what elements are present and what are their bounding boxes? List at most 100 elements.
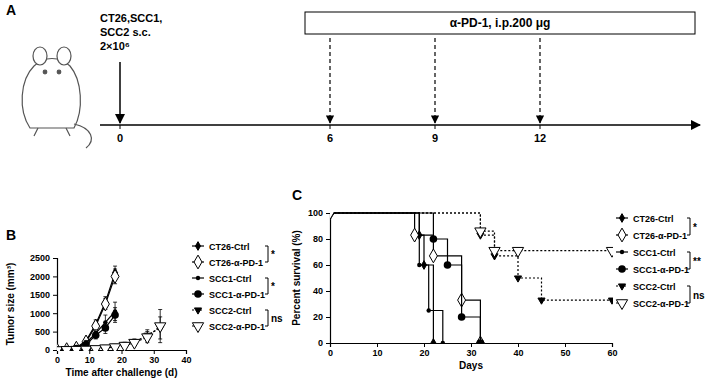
- tick-label: 20: [313, 312, 323, 322]
- mouse-icon: [22, 47, 91, 148]
- tick-label: 0: [55, 355, 60, 365]
- data-point: [111, 311, 119, 319]
- tick: 2000: [30, 272, 57, 282]
- tick-mark: [53, 332, 57, 333]
- legend-marker: [195, 242, 200, 251]
- tick-mark: [53, 276, 57, 277]
- legend-entry: CT26-α-PD-1: [192, 255, 263, 269]
- data-point: [458, 313, 466, 321]
- legend-entry: SCC2-α-PD-1: [192, 322, 265, 333]
- tick: 100: [308, 208, 330, 218]
- tick-mark: [612, 343, 613, 347]
- data-point: [431, 339, 436, 344]
- legend-entry: SCC2-Ctrl: [192, 306, 252, 316]
- tick-mark: [565, 343, 566, 347]
- series-line: [57, 311, 115, 350]
- legend-label: CT26-α-PD-1: [209, 258, 263, 268]
- tick-mark: [326, 239, 330, 240]
- data-point: [477, 339, 485, 344]
- y-axis: 05001000150020002500: [30, 253, 58, 355]
- tick-label: 60: [607, 348, 617, 358]
- legend-marker: [618, 228, 626, 242]
- inoculation-dose: 2×10⁶: [100, 40, 130, 52]
- legend-marker: [196, 276, 200, 280]
- tick-label: 30: [466, 348, 476, 358]
- tick: 0: [328, 343, 333, 358]
- tick: 60: [313, 260, 330, 270]
- x-axis: 0102030405060: [328, 343, 618, 358]
- timeline-label: 6: [327, 132, 333, 144]
- series-line: [330, 213, 480, 343]
- tick-mark: [326, 213, 330, 214]
- data-point: [111, 269, 119, 283]
- y-axis-line: [53, 259, 58, 351]
- data-point: [61, 347, 72, 351]
- tick-label: 0: [328, 348, 333, 358]
- tick: 500: [35, 327, 57, 337]
- tick-label: 40: [313, 286, 323, 296]
- tick-label: 2000: [30, 272, 50, 282]
- significance-bracket: [687, 286, 690, 303]
- legend-marker: [194, 255, 202, 269]
- tick-label: 10: [85, 355, 95, 365]
- timeline-tick: [330, 125, 331, 129]
- y-axis-line: [326, 214, 331, 344]
- tick: 1000: [30, 309, 57, 319]
- data-point: [608, 298, 613, 304]
- tick-label: 100: [308, 208, 323, 218]
- x-axis-title: Time after challenge (d): [65, 367, 177, 378]
- legend-marker: [194, 308, 201, 314]
- data-point: [444, 261, 452, 269]
- treatment-arrow: [329, 38, 330, 123]
- legend-marker: [192, 323, 203, 333]
- y-axis-title: Percent survival (%): [291, 230, 302, 326]
- tick: 0: [318, 338, 330, 348]
- tick-mark: [326, 265, 330, 266]
- tick: 30: [466, 343, 476, 358]
- tick: 80: [313, 234, 330, 244]
- tick: 0: [45, 345, 57, 355]
- tick-mark: [471, 343, 472, 347]
- tick-mark: [518, 343, 519, 347]
- timeline-label: 0: [117, 132, 123, 144]
- data-point: [155, 323, 166, 333]
- tick: 40: [513, 343, 523, 358]
- tick-label: 1000: [30, 309, 50, 319]
- tick-mark: [53, 258, 57, 259]
- tick-label: 1500: [30, 290, 50, 300]
- tick: 10: [85, 350, 95, 365]
- data-point: [101, 297, 109, 311]
- timeline: [100, 124, 700, 126]
- legend-entry: SCC2-Ctrl: [616, 282, 676, 292]
- legend-marker: [618, 284, 625, 290]
- series-line: [57, 276, 115, 350]
- x-axis-line: [331, 344, 613, 348]
- treatment-text: α-PD-1, i.p.200 μg: [450, 16, 551, 30]
- data-point: [441, 341, 445, 344]
- timeline-tick: [435, 125, 436, 129]
- data-point: [80, 346, 91, 351]
- data-point: [129, 339, 140, 349]
- panel-label: A: [6, 2, 16, 18]
- tick-label: 0: [318, 338, 323, 348]
- tick: 20: [313, 312, 330, 322]
- data-point: [417, 263, 421, 267]
- tick: 60: [607, 343, 617, 358]
- tick: 30: [149, 350, 159, 365]
- y-axis: 0 20 40 60 80 100: [308, 208, 331, 348]
- legend-label: CT26-α-PD-1: [633, 231, 687, 241]
- significance-bracket: [265, 246, 268, 262]
- legend-marker: [620, 250, 624, 254]
- x-axis: 010203040: [55, 350, 192, 365]
- legend-label: SCC1-α-PD-1: [209, 290, 265, 300]
- data-point: [71, 346, 82, 351]
- data-point: [100, 345, 111, 351]
- legend-entry: CT26-Ctrl: [616, 214, 674, 224]
- data-point: [102, 324, 110, 332]
- timeline-tick: [120, 125, 121, 129]
- chart: C0102030405060020406080100DaysPercent su…: [291, 187, 705, 371]
- treatment-arrow: [434, 38, 435, 123]
- treatment-arrow: [539, 38, 540, 123]
- data-point: [514, 276, 521, 282]
- significance-label: *: [693, 222, 697, 233]
